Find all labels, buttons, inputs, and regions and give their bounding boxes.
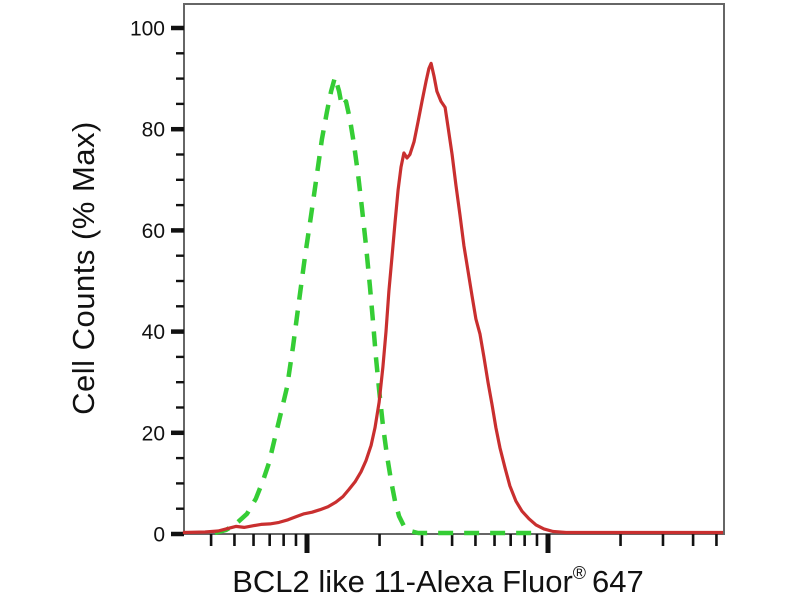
x-axis-title: BCL2 like 11-Alexa Fluor® 647	[232, 563, 644, 600]
y-tick-label: 60	[142, 220, 165, 243]
y-tick-label: 80	[142, 119, 165, 142]
registered-trademark-symbol: ®	[572, 563, 587, 583]
plot-frame	[183, 3, 725, 535]
x-axis-title-text: BCL2 like 11-Alexa Fluor	[232, 564, 573, 599]
green-dashed-histogram-curve	[214, 74, 540, 536]
y-tick-label: 100	[130, 18, 165, 41]
y-tick-label: 40	[142, 321, 165, 344]
x-axis-title-suffix: 647	[592, 564, 644, 599]
red-solid-histogram-curve	[182, 61, 723, 535]
y-tick-label: 20	[142, 422, 165, 445]
y-tick-label: 0	[153, 524, 165, 547]
